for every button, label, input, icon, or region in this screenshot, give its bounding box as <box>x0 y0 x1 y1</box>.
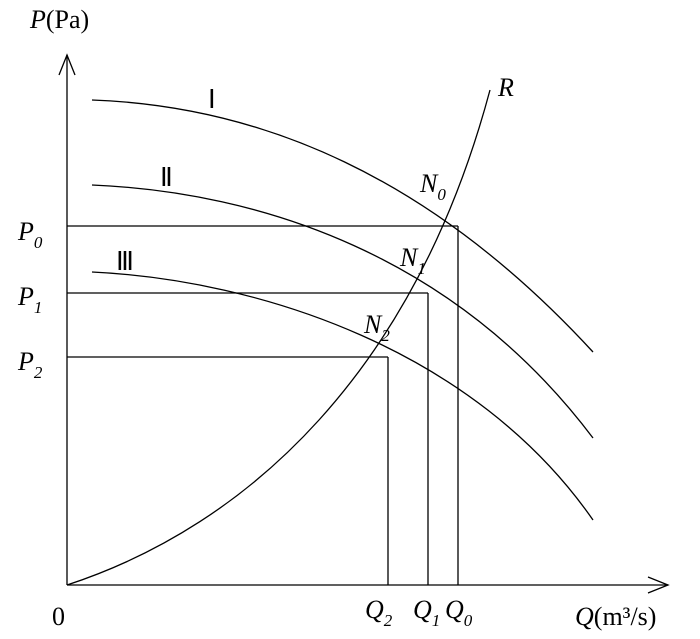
label-part: 2 <box>384 611 393 630</box>
label-part: 2 <box>34 363 43 382</box>
point-label: N0 <box>419 169 446 204</box>
x-label: Q(m³/s) <box>575 602 656 631</box>
curve-r <box>66 89 491 586</box>
label-part: 1 <box>417 259 426 278</box>
label-part: 0 <box>464 611 473 630</box>
origin-label: 0 <box>52 602 65 631</box>
label-part: (Pa) <box>46 5 89 34</box>
pressure-label: P1 <box>17 282 42 317</box>
label-part: (m³/s) <box>594 602 657 631</box>
x-arrow <box>647 576 670 594</box>
label-part: Q <box>575 602 594 631</box>
curve-label: Ⅰ <box>208 85 216 114</box>
label-part: Q <box>445 595 464 624</box>
label-part: 2 <box>381 326 390 345</box>
curve-ii <box>91 184 594 439</box>
label-part: Q <box>365 595 384 624</box>
curve-label: Ⅱ <box>160 163 173 192</box>
point-label: N1 <box>399 243 426 278</box>
y-arrow <box>58 53 76 76</box>
curve-label: Ⅲ <box>116 247 134 276</box>
curve-i <box>91 99 594 353</box>
y-label: P(Pa) <box>29 5 89 34</box>
flow-label: Q1 <box>413 595 440 630</box>
label-part: 1 <box>34 298 43 317</box>
curve-label: R <box>497 73 514 102</box>
label-part: 1 <box>432 611 441 630</box>
flow-label: Q2 <box>365 595 393 630</box>
pressure-label: P2 <box>17 347 43 382</box>
label-part: N <box>363 310 383 339</box>
pressure-label: P0 <box>17 217 43 252</box>
label-part: 0 <box>437 185 446 204</box>
label-part: P <box>17 217 34 246</box>
curve-iii <box>91 271 594 521</box>
label-part: Q <box>413 595 432 624</box>
label-part: N <box>419 169 439 198</box>
point-label: N2 <box>363 310 390 345</box>
label-part: N <box>399 243 419 272</box>
flow-label: Q0 <box>445 595 473 630</box>
label-part: P <box>17 282 34 311</box>
label-part: P <box>17 347 34 376</box>
label-part: 0 <box>34 233 43 252</box>
label-part: P <box>29 5 46 34</box>
